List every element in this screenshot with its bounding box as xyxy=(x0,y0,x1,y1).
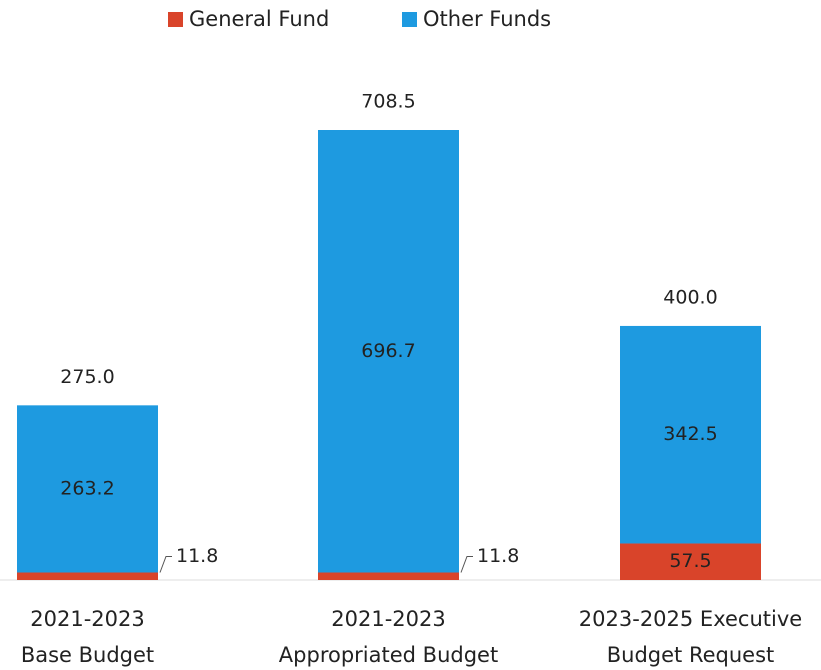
bar-segment xyxy=(17,572,158,580)
bar-segment xyxy=(620,325,761,544)
bar-segment xyxy=(17,405,158,573)
bar-segment xyxy=(318,130,459,573)
total-label: 400.0 xyxy=(663,286,717,308)
total-label: 708.5 xyxy=(361,91,415,113)
x-tick-label: Budget Request xyxy=(607,643,775,667)
legend-label: General Fund xyxy=(189,7,329,31)
x-tick-label: 2021-2023 xyxy=(331,607,445,631)
data-label: 696.7 xyxy=(361,340,415,362)
bar-segment xyxy=(620,543,761,580)
legend-swatch xyxy=(402,12,417,27)
leader-line xyxy=(159,556,172,573)
x-tick-label: Base Budget xyxy=(21,643,154,667)
x-tick-label: Appropriated Budget xyxy=(279,643,498,667)
leader-line xyxy=(460,556,473,573)
data-label: 11.8 xyxy=(176,545,218,567)
legend-label: Other Funds xyxy=(423,7,551,31)
x-tick-label: 2021-2023 xyxy=(30,607,144,631)
data-label: 263.2 xyxy=(60,477,114,499)
x-tick-label: 2023-2025 Executive xyxy=(579,607,802,631)
legend-swatch xyxy=(168,12,183,27)
data-label: 342.5 xyxy=(663,423,717,445)
data-label: 11.8 xyxy=(477,545,519,567)
total-label: 275.0 xyxy=(60,366,114,388)
data-label: 57.5 xyxy=(669,550,711,572)
bar-segment xyxy=(318,572,459,580)
